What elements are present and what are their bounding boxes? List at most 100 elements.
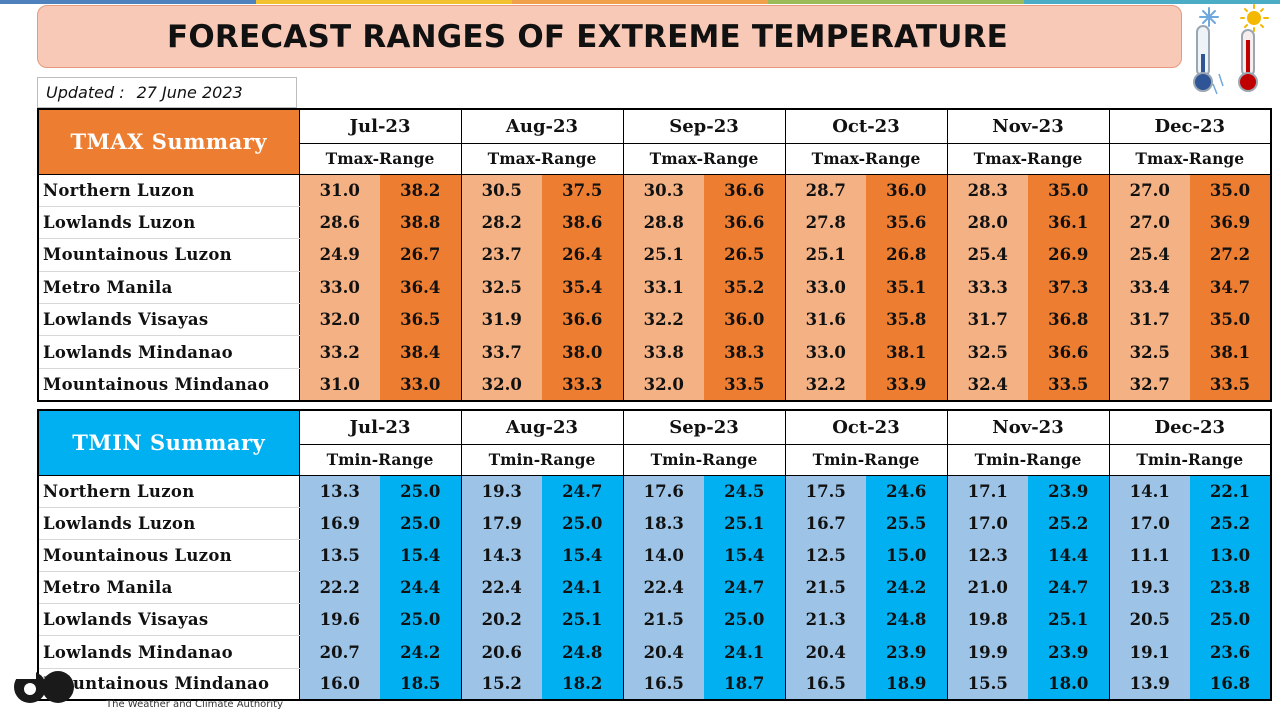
range-high-value: 33.0 bbox=[380, 368, 461, 401]
range-high-value: 38.8 bbox=[380, 206, 461, 239]
region-label: Metro Manila bbox=[38, 271, 300, 305]
range-low-value: 16.5 bbox=[784, 668, 866, 701]
title-banner: FORECAST RANGES OF EXTREME TEMPERATURE bbox=[37, 5, 1182, 68]
range-low-value: 14.0 bbox=[622, 539, 704, 572]
region-label: Northern Luzon bbox=[38, 475, 300, 508]
range-high-value: 23.9 bbox=[1028, 475, 1109, 508]
region-label: Mountainous Luzon bbox=[38, 238, 300, 272]
range-low-value: 33.2 bbox=[298, 335, 380, 369]
month-header: Oct-23 bbox=[784, 109, 947, 144]
range-high-value: 25.1 bbox=[704, 507, 785, 540]
range-header: Tmax-Range bbox=[784, 143, 947, 175]
range-low-value: 21.3 bbox=[784, 603, 866, 636]
tmin-summary-title: TMIN Summary bbox=[38, 410, 300, 476]
top-color-segment bbox=[512, 0, 768, 4]
range-high-value: 25.2 bbox=[1190, 507, 1271, 540]
range-high-value: 36.1 bbox=[1028, 206, 1109, 239]
updated-date: 27 June 2023 bbox=[136, 83, 243, 102]
region-label: Lowlands Mindanao bbox=[38, 635, 300, 669]
range-low-value: 25.4 bbox=[1108, 238, 1190, 272]
range-high-value: 36.8 bbox=[1028, 303, 1109, 336]
range-high-value: 18.5 bbox=[380, 668, 461, 701]
range-high-value: 15.4 bbox=[704, 539, 785, 572]
range-low-value: 17.0 bbox=[946, 507, 1028, 540]
range-header: Tmin-Range bbox=[622, 444, 785, 476]
range-high-value: 36.0 bbox=[704, 303, 785, 336]
range-low-value: 16.7 bbox=[784, 507, 866, 540]
range-low-value: 32.2 bbox=[622, 303, 704, 336]
range-low-value: 21.0 bbox=[946, 571, 1028, 604]
range-low-value: 16.9 bbox=[298, 507, 380, 540]
range-high-value: 33.9 bbox=[866, 368, 947, 401]
range-low-value: 19.8 bbox=[946, 603, 1028, 636]
range-low-value: 32.2 bbox=[784, 368, 866, 401]
range-low-value: 33.0 bbox=[298, 271, 380, 304]
range-low-value: 17.9 bbox=[460, 507, 542, 540]
tmin-summary-table: TMIN Summary Jul-23 Aug-23 Sep-23 Oct-23 Nov-… bbox=[37, 409, 1272, 702]
range-high-value: 35.2 bbox=[704, 271, 785, 304]
month-header: Jul-23 bbox=[298, 410, 461, 445]
range-high-value: 38.0 bbox=[542, 335, 623, 369]
range-high-value: 25.2 bbox=[1028, 507, 1109, 540]
range-low-value: 32.0 bbox=[622, 368, 704, 401]
range-high-value: 23.9 bbox=[1028, 635, 1109, 669]
range-low-value: 31.0 bbox=[298, 174, 380, 207]
range-high-value: 24.1 bbox=[542, 571, 623, 604]
range-low-value: 23.7 bbox=[460, 238, 542, 272]
range-low-value: 31.9 bbox=[460, 303, 542, 336]
table-row: Mountainous Luzon 13.5 15.4 14.3 15.4 14.0 15.… bbox=[38, 539, 1271, 573]
range-low-value: 17.0 bbox=[1108, 507, 1190, 540]
range-low-value: 28.6 bbox=[298, 206, 380, 239]
range-low-value: 19.9 bbox=[946, 635, 1028, 669]
range-high-value: 25.1 bbox=[542, 603, 623, 636]
range-high-value: 24.8 bbox=[866, 603, 947, 636]
range-high-value: 38.6 bbox=[542, 206, 623, 239]
range-header: Tmin-Range bbox=[946, 444, 1109, 476]
range-low-value: 12.3 bbox=[946, 539, 1028, 572]
range-high-value: 24.6 bbox=[866, 475, 947, 508]
range-low-value: 32.7 bbox=[1108, 368, 1190, 401]
range-high-value: 15.0 bbox=[866, 539, 947, 572]
range-low-value: 14.3 bbox=[460, 539, 542, 572]
range-low-value: 19.3 bbox=[460, 475, 542, 508]
region-label: Lowlands Mindanao bbox=[38, 335, 300, 369]
range-high-value: 23.9 bbox=[866, 635, 947, 669]
range-high-value: 26.7 bbox=[380, 238, 461, 272]
table-row: Lowlands Visayas 32.0 36.5 31.9 36.6 32.2 36.0… bbox=[38, 303, 1271, 337]
range-low-value: 30.3 bbox=[622, 174, 704, 207]
table-row: Lowlands Visayas 19.6 25.0 20.2 25.1 21.5 25.0… bbox=[38, 603, 1271, 637]
range-high-value: 18.9 bbox=[866, 668, 947, 701]
table-row: Lowlands Mindanao 20.7 24.2 20.6 24.8 20.4 24.… bbox=[38, 635, 1271, 669]
range-high-value: 15.4 bbox=[542, 539, 623, 572]
range-low-value: 17.5 bbox=[784, 475, 866, 508]
range-low-value: 16.0 bbox=[298, 668, 380, 701]
month-header: Nov-23 bbox=[946, 410, 1109, 445]
range-high-value: 24.2 bbox=[866, 571, 947, 604]
range-high-value: 36.5 bbox=[380, 303, 461, 336]
table-row: Metro Manila 33.0 36.4 32.5 35.4 33.1 35.2 33.0… bbox=[38, 271, 1271, 305]
range-low-value: 24.9 bbox=[298, 238, 380, 272]
range-low-value: 12.5 bbox=[784, 539, 866, 572]
table-row: Lowlands Mindanao 33.2 38.4 33.7 38.0 33.8 38.… bbox=[38, 335, 1271, 369]
range-low-value: 17.6 bbox=[622, 475, 704, 508]
range-high-value: 35.4 bbox=[542, 271, 623, 304]
range-high-value: 25.0 bbox=[704, 603, 785, 636]
range-high-value: 26.8 bbox=[866, 238, 947, 272]
range-header: Tmin-Range bbox=[298, 444, 461, 476]
range-low-value: 19.6 bbox=[298, 603, 380, 636]
month-header: Sep-23 bbox=[622, 410, 785, 445]
tmax-summary-title: TMAX Summary bbox=[38, 109, 300, 175]
top-color-segment bbox=[0, 0, 256, 4]
range-high-value: 24.1 bbox=[704, 635, 785, 669]
range-low-value: 31.7 bbox=[1108, 303, 1190, 336]
range-low-value: 25.4 bbox=[946, 238, 1028, 272]
range-low-value: 19.3 bbox=[1108, 571, 1190, 604]
range-low-value: 21.5 bbox=[784, 571, 866, 604]
range-low-value: 28.7 bbox=[784, 174, 866, 207]
range-low-value: 11.1 bbox=[1108, 539, 1190, 572]
range-low-value: 31.6 bbox=[784, 303, 866, 336]
range-high-value: 38.4 bbox=[380, 335, 461, 369]
range-low-value: 13.5 bbox=[298, 539, 380, 572]
region-label: Lowlands Luzon bbox=[38, 507, 300, 540]
range-header: Tmax-Range bbox=[460, 143, 623, 175]
